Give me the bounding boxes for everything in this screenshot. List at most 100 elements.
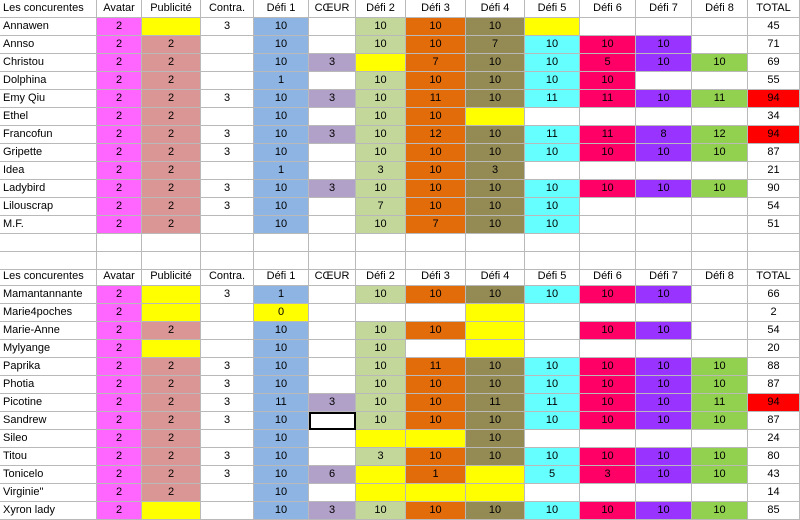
top-cell-defi-1[interactable]: 10 (254, 54, 309, 72)
empty-cell[interactable] (692, 252, 748, 270)
top-cell-defi-3[interactable]: 10 (406, 36, 466, 54)
bottom-header-defi-5[interactable]: Défi 5 (525, 268, 580, 286)
bottom-cell-defi-3[interactable]: 1 (406, 466, 466, 484)
top-cell-avatar[interactable]: 2 (97, 90, 142, 108)
bottom-cell-coeur[interactable] (309, 358, 356, 376)
bottom-cell-defi-8[interactable]: 10 (692, 448, 748, 466)
bottom-cell-defi-6[interactable] (580, 304, 636, 322)
top-cell-defi-3[interactable]: 7 (406, 54, 466, 72)
bottom-cell-avatar[interactable]: 2 (97, 286, 142, 304)
bottom-cell-defi-8[interactable] (692, 430, 748, 448)
bottom-row-name[interactable]: Sandrew (0, 412, 97, 430)
bottom-cell-publicite[interactable]: 2 (142, 376, 201, 394)
bottom-cell-defi-2[interactable] (356, 430, 406, 448)
top-cell-defi-5[interactable] (525, 18, 580, 36)
bottom-cell-defi-5[interactable]: 10 (525, 448, 580, 466)
empty-cell[interactable] (406, 234, 466, 252)
bottom-cell-defi-7[interactable]: 10 (636, 448, 692, 466)
top-cell-defi-8[interactable]: 10 (692, 180, 748, 198)
bottom-cell-contra[interactable]: 3 (201, 466, 254, 484)
bottom-cell-defi-1[interactable]: 10 (254, 484, 309, 502)
bottom-cell-contra[interactable] (201, 502, 254, 520)
bottom-header-defi-4[interactable]: Défi 4 (466, 268, 525, 286)
top-header-coeur[interactable]: CŒUR (309, 0, 356, 18)
top-cell-contra[interactable] (201, 72, 254, 90)
top-cell-avatar[interactable]: 2 (97, 108, 142, 126)
top-cell-total[interactable]: 94 (748, 126, 800, 144)
top-header-defi-4[interactable]: Défi 4 (466, 0, 525, 18)
bottom-cell-avatar[interactable]: 2 (97, 322, 142, 340)
top-cell-defi-4[interactable]: 10 (466, 126, 525, 144)
bottom-cell-total[interactable]: 66 (748, 286, 800, 304)
top-cell-defi-8[interactable] (692, 108, 748, 126)
top-cell-defi-7[interactable]: 10 (636, 180, 692, 198)
bottom-cell-avatar[interactable]: 2 (97, 484, 142, 502)
bottom-cell-total[interactable]: 94 (748, 394, 800, 412)
bottom-row-name[interactable]: Tonicelo (0, 466, 97, 484)
bottom-cell-defi-6[interactable]: 10 (580, 412, 636, 430)
bottom-cell-defi-4[interactable]: 11 (466, 394, 525, 412)
top-cell-defi-8[interactable]: 10 (692, 144, 748, 162)
bottom-header-total[interactable]: TOTAL (748, 268, 800, 286)
bottom-cell-publicite[interactable]: 2 (142, 358, 201, 376)
top-header-defi-5[interactable]: Défi 5 (525, 0, 580, 18)
bottom-cell-defi-8[interactable] (692, 322, 748, 340)
top-cell-defi-2[interactable]: 10 (356, 180, 406, 198)
top-cell-avatar[interactable]: 2 (97, 18, 142, 36)
top-cell-publicite[interactable]: 2 (142, 198, 201, 216)
top-cell-defi-7[interactable] (636, 198, 692, 216)
top-cell-defi-6[interactable]: 11 (580, 90, 636, 108)
top-cell-avatar[interactable]: 2 (97, 54, 142, 72)
bottom-cell-publicite[interactable] (142, 304, 201, 322)
top-cell-total[interactable]: 69 (748, 54, 800, 72)
bottom-header-defi-7[interactable]: Défi 7 (636, 268, 692, 286)
top-cell-defi-3[interactable]: 10 (406, 108, 466, 126)
bottom-cell-defi-7[interactable] (636, 484, 692, 502)
top-cell-coeur[interactable] (309, 18, 356, 36)
top-cell-total[interactable]: 94 (748, 90, 800, 108)
bottom-cell-contra[interactable]: 3 (201, 286, 254, 304)
top-cell-coeur[interactable] (309, 162, 356, 180)
top-cell-defi-1[interactable]: 10 (254, 36, 309, 54)
bottom-cell-defi-5[interactable] (525, 430, 580, 448)
empty-cell[interactable] (0, 234, 97, 252)
empty-cell[interactable] (406, 252, 466, 270)
bottom-cell-defi-7[interactable]: 10 (636, 502, 692, 520)
bottom-cell-total[interactable]: 88 (748, 358, 800, 376)
top-cell-total[interactable]: 21 (748, 162, 800, 180)
bottom-header-defi-3[interactable]: Défi 3 (406, 268, 466, 286)
bottom-cell-total[interactable]: 87 (748, 412, 800, 430)
bottom-cell-defi-8[interactable] (692, 304, 748, 322)
top-cell-coeur[interactable] (309, 144, 356, 162)
bottom-row-name[interactable]: Photia (0, 376, 97, 394)
bottom-cell-defi-6[interactable]: 10 (580, 394, 636, 412)
top-cell-defi-1[interactable]: 1 (254, 162, 309, 180)
top-row-name[interactable]: Emy Qiu (0, 90, 97, 108)
bottom-cell-defi-4[interactable]: 10 (466, 358, 525, 376)
top-cell-defi-7[interactable]: 10 (636, 36, 692, 54)
bottom-cell-defi-7[interactable]: 10 (636, 376, 692, 394)
bottom-cell-defi-3[interactable] (406, 304, 466, 322)
bottom-cell-contra[interactable] (201, 322, 254, 340)
bottom-cell-publicite[interactable]: 2 (142, 412, 201, 430)
top-cell-coeur[interactable]: 3 (309, 126, 356, 144)
bottom-cell-defi-7[interactable]: 10 (636, 466, 692, 484)
top-cell-contra[interactable]: 3 (201, 126, 254, 144)
top-cell-defi-5[interactable]: 11 (525, 90, 580, 108)
top-cell-defi-6[interactable] (580, 216, 636, 234)
bottom-cell-defi-6[interactable]: 10 (580, 322, 636, 340)
bottom-cell-defi-6[interactable]: 10 (580, 376, 636, 394)
bottom-cell-total[interactable]: 14 (748, 484, 800, 502)
bottom-cell-defi-4[interactable]: 10 (466, 448, 525, 466)
top-cell-defi-2[interactable]: 7 (356, 198, 406, 216)
empty-cell[interactable] (356, 252, 406, 270)
bottom-cell-defi-7[interactable] (636, 430, 692, 448)
top-cell-defi-4[interactable]: 10 (466, 54, 525, 72)
bottom-cell-defi-4[interactable] (466, 484, 525, 502)
bottom-cell-coeur[interactable] (309, 448, 356, 466)
top-cell-defi-3[interactable]: 7 (406, 216, 466, 234)
bottom-cell-avatar[interactable]: 2 (97, 502, 142, 520)
top-cell-defi-2[interactable] (356, 54, 406, 72)
bottom-cell-defi-3[interactable] (406, 430, 466, 448)
bottom-cell-defi-4[interactable] (466, 322, 525, 340)
